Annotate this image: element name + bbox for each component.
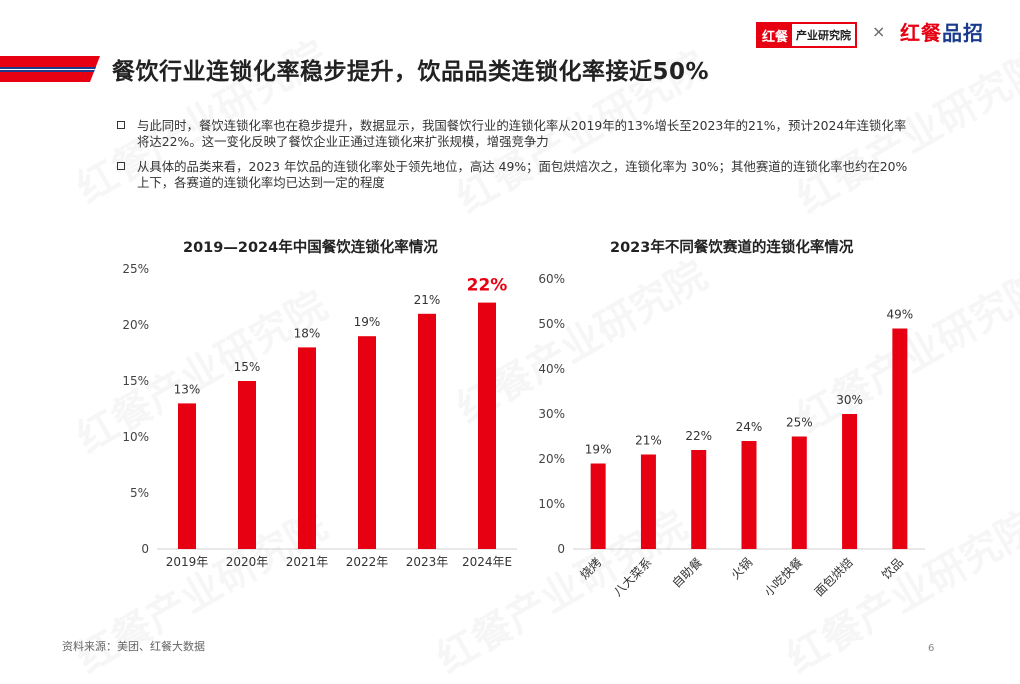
y-tick-label: 20%: [122, 318, 149, 332]
bullet-text: 与此同时，餐饮连锁化率也在稳步提升，数据显示，我国餐饮行业的连锁化率从2019年…: [137, 118, 907, 149]
data-label: 30%: [836, 393, 863, 407]
chart-2-title: 2023年不同餐饮赛道的连锁化率情况: [610, 240, 854, 256]
data-label: 15%: [234, 360, 261, 374]
bar: [590, 463, 606, 549]
source-note: 资料来源：美团、红餐大数据: [62, 640, 205, 653]
bar: [691, 450, 707, 549]
x-tick-label: 小吃快餐: [761, 555, 806, 600]
y-tick-label: 10%: [538, 497, 565, 511]
bullet-text: 从具体的品类来看，2023 年饮品的连锁化率处于领先地位，高达 49%；面包烘焙…: [137, 159, 908, 190]
x-tick-label: 2024年E: [462, 555, 512, 569]
data-label: 19%: [585, 443, 612, 457]
title-band: [0, 56, 100, 82]
logo-separator: ×: [872, 22, 886, 41]
partner-logo: 红餐品招: [900, 17, 984, 46]
bar: [892, 328, 908, 549]
bar: [418, 313, 436, 549]
bullet-list: 与此同时，餐饮连锁化率也在稳步提升，数据显示，我国餐饮行业的连锁化率从2019年…: [117, 118, 917, 200]
data-label: 13%: [174, 382, 201, 396]
bar: [298, 347, 316, 549]
y-tick-label: 0: [141, 542, 149, 556]
bar: [791, 436, 807, 549]
square-bullet-icon: [117, 162, 125, 170]
data-label: 22%: [467, 276, 508, 296]
data-label: 19%: [354, 315, 381, 329]
bar: [358, 336, 376, 549]
y-tick-label: 5%: [130, 486, 149, 500]
y-tick-label: 25%: [122, 262, 149, 276]
x-tick-label: 火锅: [728, 555, 756, 583]
y-tick-label: 40%: [538, 362, 565, 376]
x-tick-label: 烧烤: [577, 555, 605, 583]
logo-mark: 红餐: [758, 24, 793, 46]
partner-logo-blue: 品招: [942, 21, 984, 45]
y-tick-label: 15%: [122, 374, 149, 388]
data-label: 49%: [887, 308, 914, 322]
bar: [842, 414, 858, 549]
partner-logo-red: 红餐: [900, 21, 942, 45]
data-label: 18%: [294, 326, 321, 340]
y-tick-label: 20%: [538, 452, 565, 466]
x-tick-label: 2019年: [166, 555, 209, 569]
x-tick-label: 八大菜系: [611, 555, 655, 599]
bar: [178, 403, 196, 549]
x-tick-label: 自助餐: [669, 555, 705, 591]
y-tick-label: 0: [557, 542, 565, 556]
y-tick-label: 60%: [538, 272, 565, 286]
bar: [478, 302, 496, 549]
y-tick-label: 30%: [538, 407, 565, 421]
chart-1-title: 2019—2024年中国餐饮连锁化率情况: [183, 240, 438, 256]
bullet-item: 与此同时，餐饮连锁化率也在稳步提升，数据显示，我国餐饮行业的连锁化率从2019年…: [117, 118, 917, 150]
page-number: 6: [928, 643, 935, 654]
bullet-item: 从具体的品类来看，2023 年饮品的连锁化率处于领先地位，高达 49%；面包烘焙…: [117, 159, 917, 191]
data-label: 21%: [414, 293, 441, 307]
x-tick-label: 2022年: [346, 555, 389, 569]
bar: [238, 381, 256, 549]
x-tick-label: 饮品: [879, 555, 906, 582]
x-tick-label: 2023年: [406, 555, 449, 569]
logo-text: 产业研究院: [796, 29, 852, 42]
data-label: 21%: [635, 434, 662, 448]
data-label: 25%: [786, 416, 813, 430]
x-tick-label: 2021年: [286, 555, 329, 569]
square-bullet-icon: [117, 121, 125, 129]
page-title: 餐饮行业连锁化率稳步提升，饮品品类连锁化率接近50%: [112, 59, 710, 85]
data-label: 24%: [736, 420, 763, 434]
bar: [741, 441, 757, 549]
data-label: 22%: [685, 429, 712, 443]
x-tick-label: 2020年: [226, 555, 269, 569]
y-tick-label: 50%: [538, 317, 565, 331]
x-tick-label: 面包烘焙: [811, 555, 856, 600]
hongcan-research-logo: 红餐 产业研究院: [756, 22, 858, 48]
y-tick-label: 10%: [122, 430, 149, 444]
bar: [640, 454, 656, 549]
